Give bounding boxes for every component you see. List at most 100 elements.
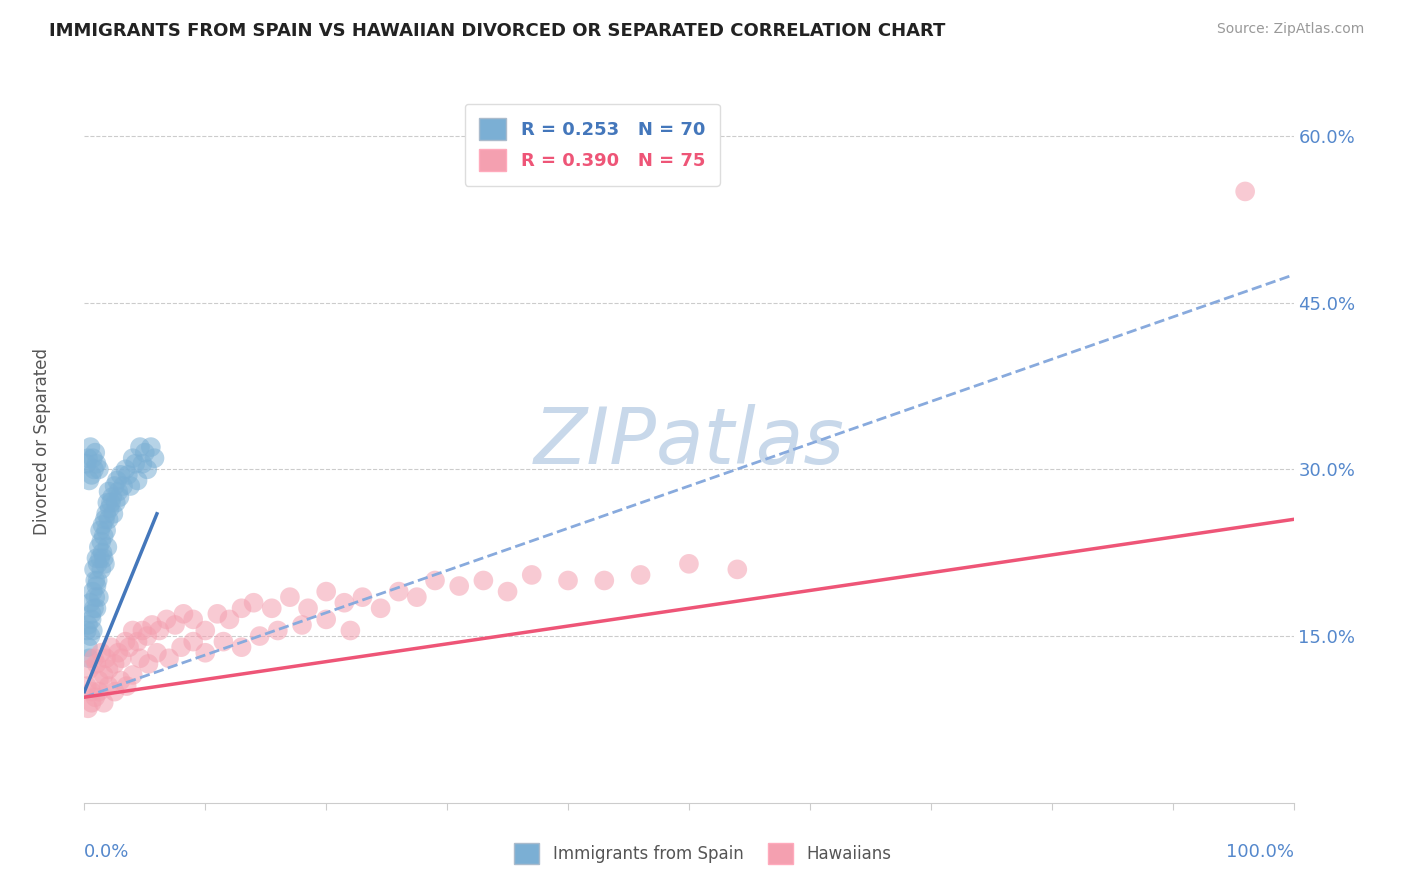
Point [87,540,110,554]
Point [77,701,100,715]
Point [76,679,98,693]
Point [165,618,187,632]
Point [86,457,108,471]
Point [194,646,217,660]
Point [76,457,98,471]
Point [388,584,411,599]
Point [105,474,128,488]
Point [90,534,112,549]
Point [139,440,162,454]
Point [94,524,117,538]
Point [107,646,129,660]
Point [77,451,100,466]
Point [129,440,152,454]
Point [77,618,100,632]
Point [127,474,149,488]
Point [207,607,229,621]
Point [84,574,107,588]
Point [86,657,108,671]
Point [136,462,159,476]
Point [107,484,129,499]
Point [131,624,153,638]
Point [118,640,141,655]
Point [97,679,120,693]
Point [83,601,105,615]
Point [104,657,127,671]
Point [83,562,105,576]
Point [77,651,100,665]
Point [97,662,120,676]
Point [127,634,149,648]
Point [131,457,153,471]
Point [1234,185,1257,199]
Point [97,512,120,526]
Point [104,479,127,493]
Point [80,612,103,626]
Point [94,557,117,571]
Text: 100.0%: 100.0% [1226,843,1294,861]
Point [496,584,519,599]
Point [136,629,159,643]
Legend: R = 0.253   N = 70, R = 0.390   N = 75: R = 0.253 N = 70, R = 0.390 N = 75 [465,103,720,186]
Point [124,457,146,471]
Point [212,634,235,648]
Text: Source: ZipAtlas.com: Source: ZipAtlas.com [1216,22,1364,37]
Point [86,579,108,593]
Point [80,467,103,482]
Point [93,668,115,682]
Point [148,624,170,638]
Point [120,479,142,493]
Point [96,496,118,510]
Point [170,640,193,655]
Point [104,684,127,698]
Point [557,574,579,588]
Point [91,546,114,560]
Point [86,574,108,588]
Point [630,568,652,582]
Point [87,684,110,698]
Point [352,590,374,604]
Point [121,451,143,466]
Point [79,440,101,454]
Point [87,673,110,688]
Point [101,490,124,504]
Point [121,668,143,682]
Point [83,462,105,476]
Point [339,624,361,638]
Point [94,512,117,526]
Point [87,462,110,476]
Point [117,467,139,482]
Point [83,651,105,665]
Point [93,529,115,543]
Text: 0.0%: 0.0% [84,843,129,861]
Point [89,524,111,538]
Point [86,557,108,571]
Point [291,618,314,632]
Point [146,646,169,660]
Point [77,640,100,655]
Point [80,696,103,710]
Point [678,557,700,571]
Text: IMMIGRANTS FROM SPAIN VS HAWAIIAN DIVORCED OR SEPARATED CORRELATION CHART: IMMIGRANTS FROM SPAIN VS HAWAIIAN DIVORC… [49,22,946,40]
Point [112,479,135,493]
Point [267,624,290,638]
Point [80,607,103,621]
Point [231,640,253,655]
Point [315,612,337,626]
Point [84,445,107,459]
Point [94,507,117,521]
Point [141,618,163,632]
Point [194,624,217,638]
Point [231,601,253,615]
Point [406,590,429,604]
Point [449,579,471,593]
Point [121,624,143,638]
Point [155,612,177,626]
Point [138,657,160,671]
Legend: Immigrants from Spain, Hawaiians: Immigrants from Spain, Hawaiians [508,837,898,871]
Point [370,601,392,615]
Point [86,601,108,615]
Point [173,607,195,621]
Point [242,596,264,610]
Point [134,445,156,459]
